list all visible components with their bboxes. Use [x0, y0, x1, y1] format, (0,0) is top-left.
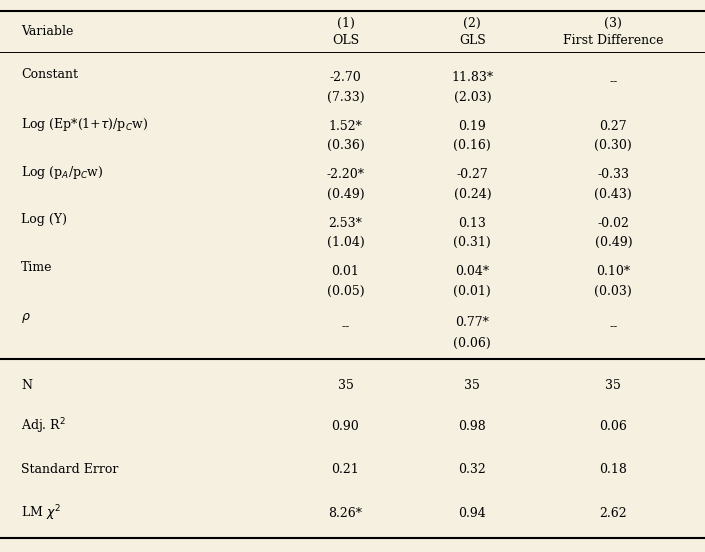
Text: (1.04): (1.04): [326, 236, 364, 249]
Text: 35: 35: [606, 379, 621, 391]
Text: (0.05): (0.05): [326, 285, 364, 298]
Text: Adj. R$^2$: Adj. R$^2$: [21, 417, 66, 436]
Text: 35: 35: [338, 379, 353, 391]
Text: -2.20*: -2.20*: [326, 168, 364, 181]
Text: Time: Time: [21, 261, 53, 274]
Text: -0.33: -0.33: [597, 168, 630, 181]
Text: (0.49): (0.49): [594, 236, 632, 249]
Text: (7.33): (7.33): [326, 91, 364, 104]
Text: 1.52*: 1.52*: [329, 120, 362, 132]
Text: 0.77*: 0.77*: [455, 316, 489, 328]
Text: 0.18: 0.18: [599, 463, 627, 476]
Text: Log (p$_A$/p$_C$w): Log (p$_A$/p$_C$w): [21, 164, 104, 181]
Text: Constant: Constant: [21, 67, 78, 81]
Text: --: --: [341, 321, 350, 333]
Text: 0.19: 0.19: [458, 120, 486, 132]
Text: 8.26*: 8.26*: [329, 507, 362, 520]
Text: (0.36): (0.36): [326, 139, 364, 152]
Text: 0.32: 0.32: [458, 463, 486, 476]
Text: (0.31): (0.31): [453, 236, 491, 249]
Text: (1)
OLS: (1) OLS: [332, 17, 359, 47]
Text: 2.62: 2.62: [599, 507, 627, 520]
Text: 0.10*: 0.10*: [596, 265, 630, 278]
Text: (0.49): (0.49): [326, 188, 364, 200]
Text: 35: 35: [465, 379, 480, 391]
Text: -2.70: -2.70: [329, 71, 362, 84]
Text: Log (Y): Log (Y): [21, 213, 67, 226]
Text: 0.90: 0.90: [331, 420, 360, 433]
Text: -0.27: -0.27: [456, 168, 489, 181]
Text: -0.02: -0.02: [597, 216, 630, 230]
Text: 11.83*: 11.83*: [451, 71, 493, 84]
Text: (0.03): (0.03): [594, 285, 632, 298]
Text: LM $\chi^2$: LM $\chi^2$: [21, 503, 61, 523]
Text: (0.16): (0.16): [453, 139, 491, 152]
Text: $\rho$: $\rho$: [21, 311, 31, 325]
Text: 0.98: 0.98: [458, 420, 486, 433]
Text: 2.53*: 2.53*: [329, 216, 362, 230]
Text: (0.43): (0.43): [594, 188, 632, 200]
Text: (3)
First Difference: (3) First Difference: [563, 17, 663, 47]
Text: Log (Ep*(1+$\tau$)/p$_C$w): Log (Ep*(1+$\tau$)/p$_C$w): [21, 116, 148, 132]
Text: (2)
GLS: (2) GLS: [459, 17, 486, 47]
Text: (0.30): (0.30): [594, 139, 632, 152]
Text: N: N: [21, 379, 32, 391]
Text: 0.06: 0.06: [599, 420, 627, 433]
Text: --: --: [609, 76, 618, 88]
Text: (2.03): (2.03): [453, 91, 491, 104]
Text: 0.94: 0.94: [458, 507, 486, 520]
Text: (0.24): (0.24): [453, 188, 491, 200]
Text: 0.27: 0.27: [599, 120, 627, 132]
Text: (0.06): (0.06): [453, 337, 491, 349]
Text: 0.04*: 0.04*: [455, 265, 489, 278]
Text: --: --: [609, 321, 618, 333]
Text: Standard Error: Standard Error: [21, 463, 118, 476]
Text: 0.13: 0.13: [458, 216, 486, 230]
Text: Variable: Variable: [21, 25, 73, 38]
Text: (0.01): (0.01): [453, 285, 491, 298]
Text: 0.01: 0.01: [331, 265, 360, 278]
Text: 0.21: 0.21: [331, 463, 360, 476]
